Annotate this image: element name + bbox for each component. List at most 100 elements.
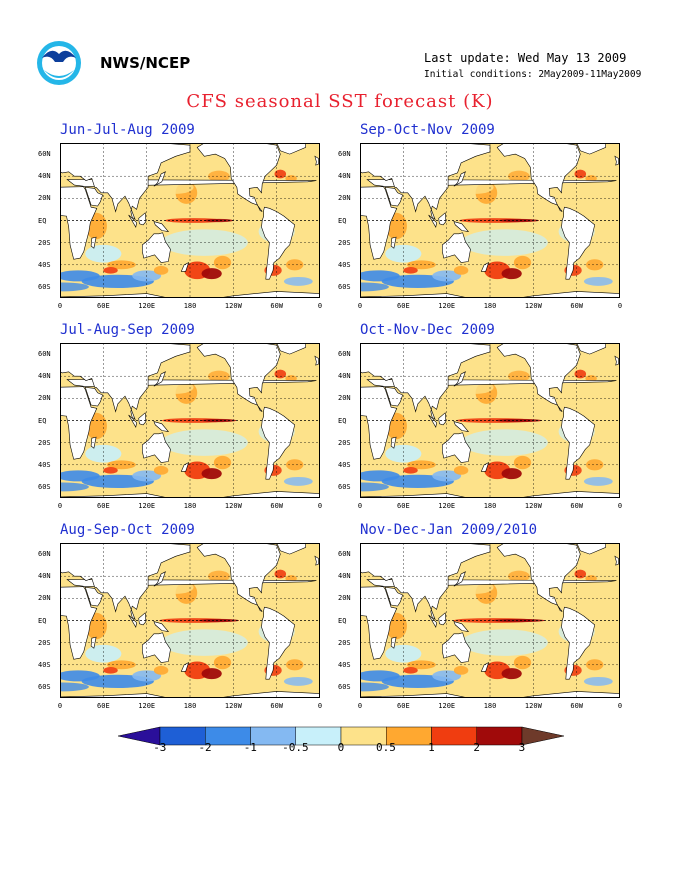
lat-tick-label: 60N [338, 150, 351, 159]
panel-title: Jul-Aug-Sep 2009 [60, 322, 195, 338]
sst-anomaly-patch [201, 668, 222, 680]
lat-tick-label: 20S [338, 638, 351, 647]
colorbar-tick-label: 0.5 [376, 741, 396, 754]
landmass [614, 155, 619, 166]
sst-anomaly-patch [385, 644, 422, 663]
sst-anomaly-patch [103, 267, 118, 274]
landmass [314, 355, 319, 366]
landmass [360, 143, 491, 221]
lat-tick-label: EQ [338, 616, 347, 625]
colorbar-max-arrow [521, 726, 564, 746]
sst-anomaly-patch [85, 444, 122, 463]
map-frame [360, 143, 620, 298]
sst-anomaly-patch [60, 282, 89, 292]
sst-anomaly-patch [285, 575, 297, 582]
lon-tick-label: 60W [570, 302, 584, 310]
sst-anomaly-patch [601, 220, 620, 254]
lon-tick-label: 0 [57, 302, 63, 310]
lat-tick-label: 20S [38, 238, 51, 247]
landmass [138, 412, 147, 426]
landmass [153, 621, 170, 633]
sst-anomaly-patch [453, 265, 469, 275]
lon-tick-label: 180 [183, 302, 197, 310]
sst-anomaly-patch [85, 244, 122, 263]
landmass [576, 143, 606, 155]
landmass [442, 432, 471, 463]
lon-tick-label: 0 [317, 702, 323, 710]
colorbar [118, 726, 564, 746]
panel-title: Sep-Oct-Nov 2009 [360, 122, 495, 138]
sst-anomaly-patch [283, 676, 313, 686]
lon-tick-label: 180 [183, 502, 197, 510]
lat-tick-label: 40N [38, 372, 51, 381]
sst-anomaly-patch [60, 482, 89, 492]
lat-tick-label: 40S [38, 660, 51, 669]
colorbar-tick-label: -2 [198, 741, 212, 754]
colorbar-tick-label: 0 [337, 741, 345, 754]
lat-tick-label: 20N [38, 594, 51, 603]
landmass [496, 343, 581, 412]
lat-tick-label: 40N [338, 172, 351, 181]
landmass [438, 212, 447, 226]
sst-anomaly-patch [601, 420, 620, 454]
lat-tick-label: 40S [38, 260, 51, 269]
landmass [360, 543, 491, 621]
lat-tick-label: 60N [38, 150, 51, 159]
sst-anomaly-patch [60, 682, 89, 692]
lon-tick-label: 180 [183, 702, 197, 710]
sst-anomaly-patch [360, 682, 389, 692]
sst-map-svg [60, 543, 320, 698]
sst-anomaly-patch [508, 170, 530, 182]
lon-tick-label: 60W [270, 302, 284, 310]
lon-tick-label: 0 [57, 502, 63, 510]
lon-tick-label: 0 [617, 702, 623, 710]
colorbar-segment [476, 726, 523, 746]
sst-anomaly-patch [508, 570, 530, 582]
lat-tick-label: 20S [338, 438, 351, 447]
landmass [614, 555, 619, 566]
landmass [142, 232, 171, 263]
sst-anomaly-patch [213, 255, 232, 270]
sst-anomaly-patch [153, 465, 169, 475]
lat-tick-label: 20N [338, 394, 351, 403]
lat-tick-label: 40N [38, 172, 51, 181]
page-title: CFS seasonal SST forecast (K) [186, 91, 494, 112]
lon-tick-label: 60W [570, 702, 584, 710]
lat-tick-label: 40N [338, 372, 351, 381]
colorbar-tick-label: -0.5 [282, 741, 309, 754]
lat-tick-label: 60S [38, 682, 51, 691]
landmass [480, 462, 490, 472]
landmass [360, 691, 620, 698]
landmass [453, 221, 470, 233]
lon-tick-label: 60E [397, 302, 410, 310]
panel-title: Nov-Dec-Jan 2009/2010 [360, 522, 538, 538]
sst-map-svg [60, 143, 320, 298]
colorbar-tick-label: -1 [243, 741, 257, 754]
lat-tick-label: 60N [338, 350, 351, 359]
lon-tick-label: 120E [438, 502, 456, 510]
sst-anomaly-patch [583, 676, 613, 686]
sst-anomaly-patch [103, 467, 118, 474]
sst-anomaly-patch [153, 665, 169, 675]
lat-tick-label: 20S [38, 638, 51, 647]
lon-tick-label: 60E [397, 702, 410, 710]
lon-tick-label: 0 [357, 302, 363, 310]
sst-anomaly-patch [508, 370, 530, 382]
landmass [453, 571, 466, 587]
lat-tick-label: 20N [338, 594, 351, 603]
sst-anomaly-patch [360, 482, 389, 492]
map-frame [60, 143, 320, 298]
landmass [496, 543, 581, 612]
landmass [60, 291, 320, 298]
landmass [314, 155, 319, 166]
landmass [128, 414, 137, 428]
sst-anomaly-patch [385, 444, 422, 463]
landmass [180, 662, 190, 672]
map-frame [60, 343, 320, 498]
last-update-text: Last update: Wed May 13 2009 [424, 51, 627, 65]
landmass [360, 291, 620, 298]
sst-map-panel [360, 143, 620, 298]
landmass [180, 462, 190, 472]
landmass [60, 691, 320, 698]
sst-anomaly-patch [583, 476, 613, 486]
